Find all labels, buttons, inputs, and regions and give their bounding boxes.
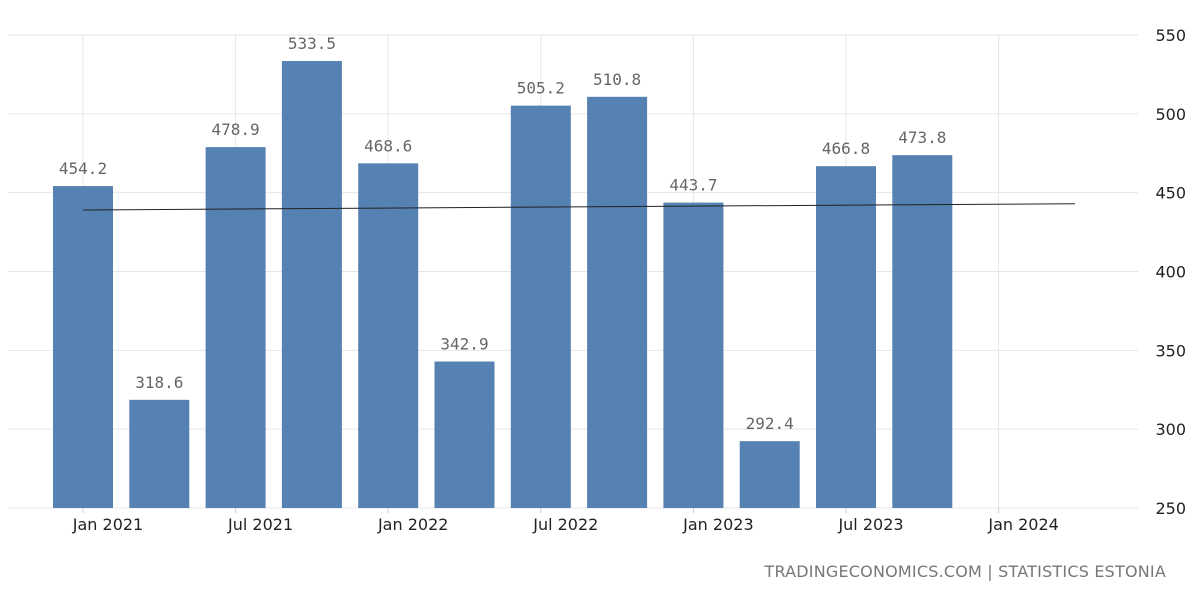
bar (434, 361, 495, 508)
bar (510, 105, 571, 508)
value-labels: 454.2 318.6 478.9 533.5 468.6 342.9 505.2 510.8… (59, 34, 946, 433)
x-tick-label: Jan 2023 (682, 515, 753, 534)
bars (53, 61, 953, 509)
x-axis: Jan 2021 Jul 2021 Jan 2022 Jul 2022 Jan 2023… (72, 508, 1059, 534)
bar (358, 163, 419, 508)
bar (739, 441, 800, 508)
data-label: 478.9 (212, 120, 260, 139)
data-label: 473.8 (898, 128, 946, 147)
y-tick-label: 400 (1155, 263, 1186, 282)
bar (892, 155, 953, 508)
y-tick-label: 550 (1155, 26, 1186, 45)
x-tick-label: Jan 2022 (377, 515, 448, 534)
data-label: 466.8 (822, 139, 870, 158)
x-tick-label: Jul 2022 (532, 515, 598, 534)
y-tick-label: 500 (1155, 105, 1186, 124)
bar (129, 399, 190, 508)
data-label: 443.7 (669, 176, 717, 195)
bar (281, 61, 342, 508)
y-axis: 250 300 350 400 450 500 550 (1155, 26, 1186, 518)
bar (587, 96, 648, 509)
y-tick-label: 300 (1155, 420, 1186, 439)
bar (205, 147, 266, 508)
data-label: 292.4 (746, 414, 794, 433)
y-tick-label: 350 (1155, 341, 1186, 360)
trend (82, 203, 1075, 211)
bar (53, 186, 113, 508)
y-tick-label: 450 (1155, 184, 1186, 203)
data-label: 468.6 (364, 136, 412, 155)
data-label: 505.2 (517, 79, 565, 98)
data-label: 454.2 (59, 159, 107, 178)
bar (816, 166, 876, 509)
data-label: 533.5 (288, 34, 336, 53)
x-tick-label: Jul 2023 (837, 515, 903, 534)
data-label: 318.6 (135, 373, 183, 392)
bar (663, 202, 724, 508)
trend-line (82, 203, 1075, 211)
data-label: 342.9 (440, 335, 488, 354)
x-tick-label: Jul 2021 (227, 515, 293, 534)
data-label: 510.8 (593, 70, 641, 89)
x-tick-label: Jan 2024 (987, 515, 1058, 534)
y-tick-label: 250 (1155, 499, 1186, 518)
x-tick-label: Jan 2021 (72, 515, 143, 534)
source-credit: TRADINGECONOMICS.COM | STATISTICS ESTONI… (764, 562, 1166, 581)
